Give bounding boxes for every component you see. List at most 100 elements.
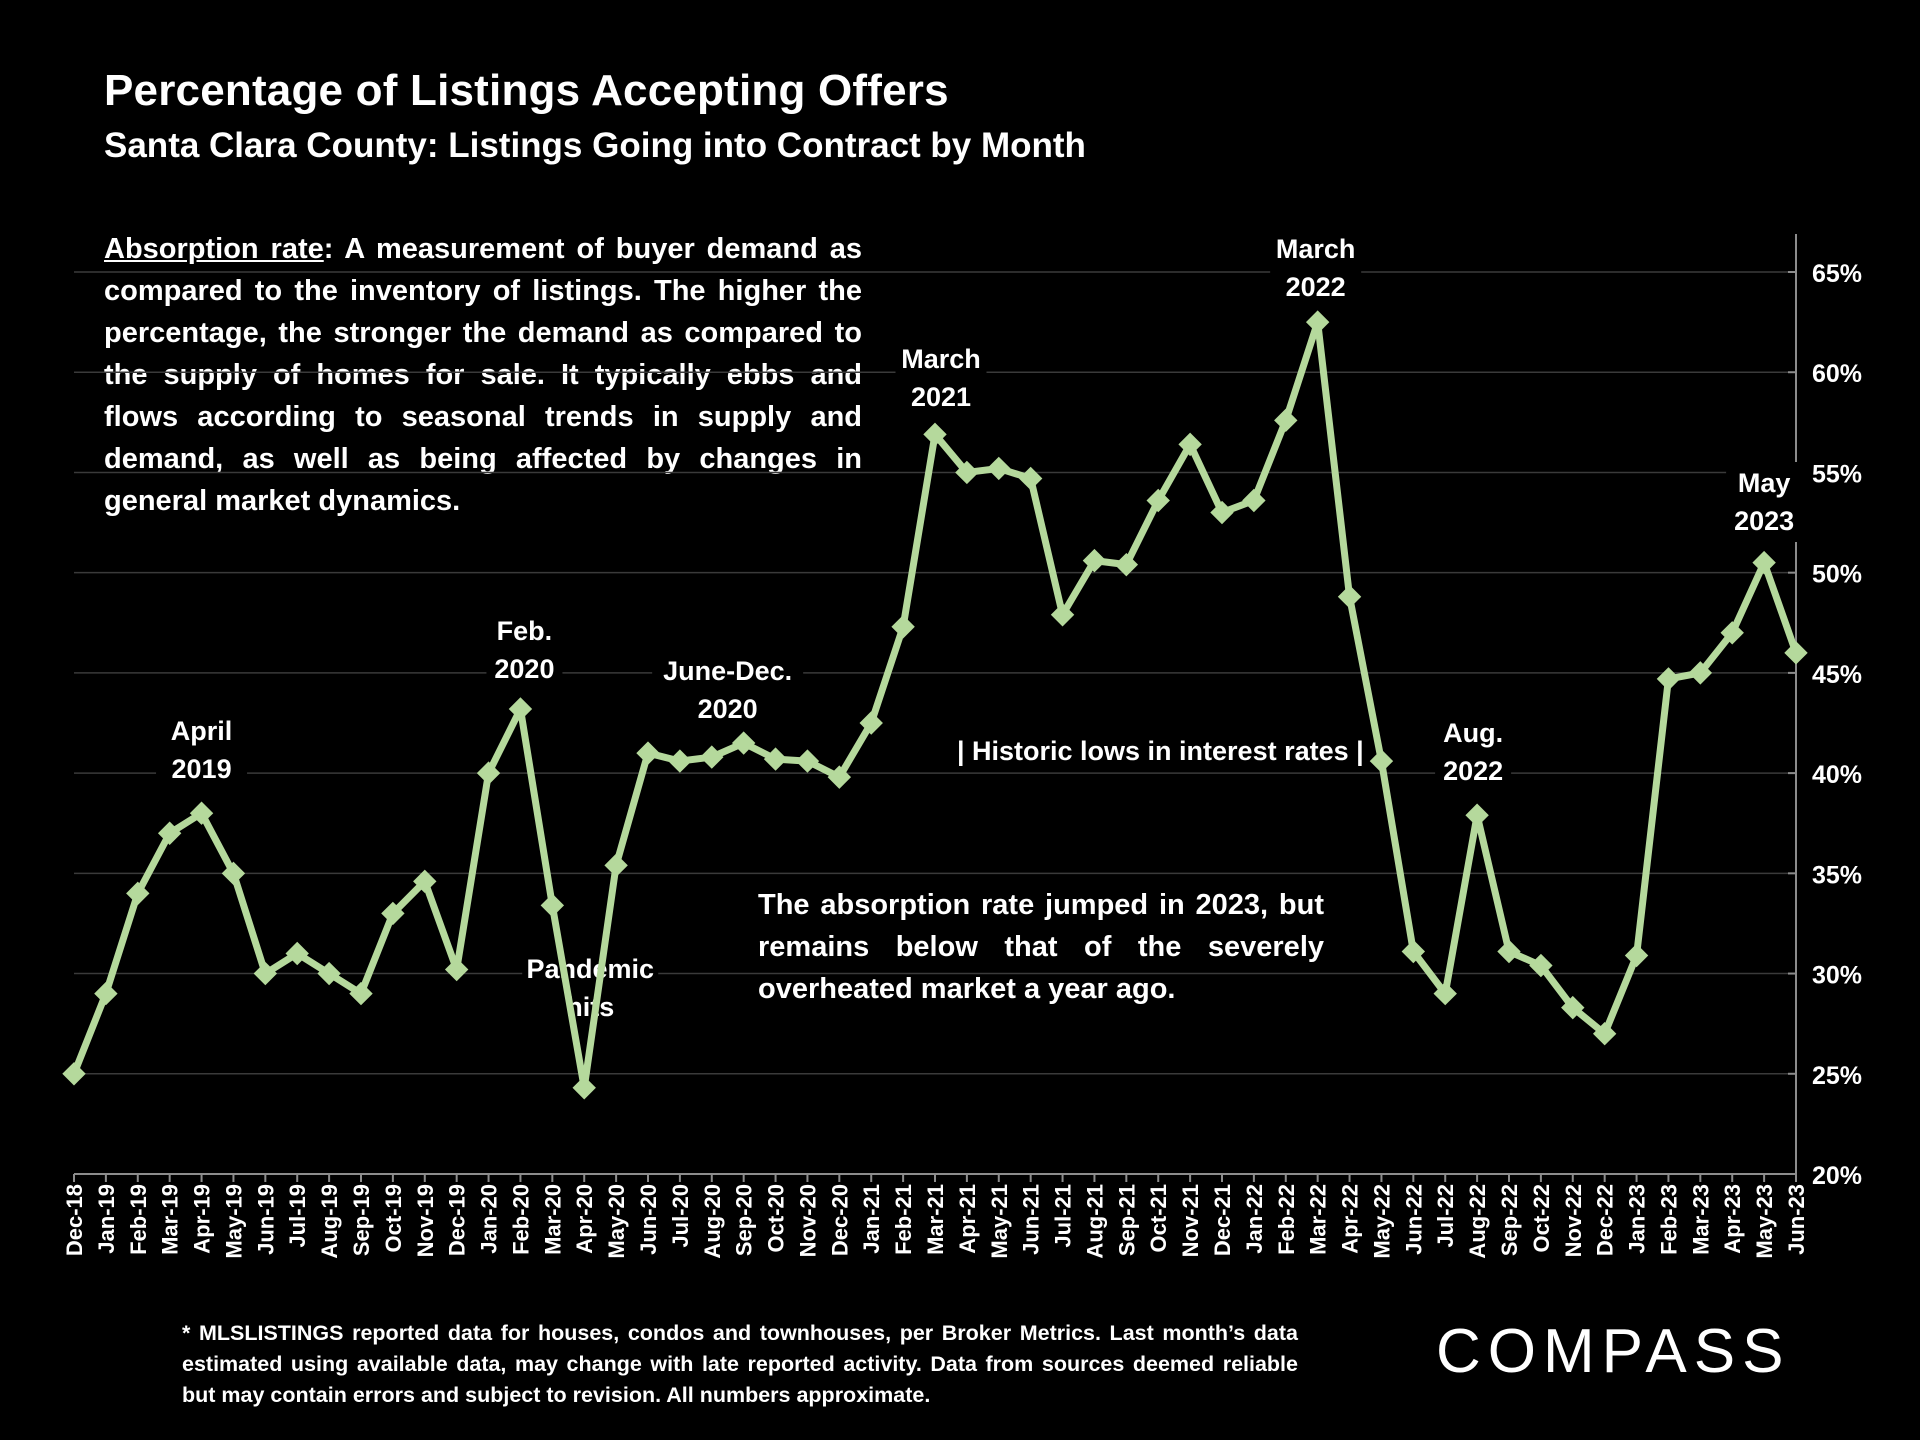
x-tick-label: Dec-20 bbox=[827, 1184, 852, 1256]
y-tick-label: 65% bbox=[1812, 260, 1862, 288]
y-tick-label: 30% bbox=[1812, 962, 1862, 990]
annotation-label: May bbox=[1738, 468, 1791, 498]
data-point bbox=[1210, 500, 1234, 525]
x-tick-label: Jun-22 bbox=[1401, 1184, 1426, 1255]
data-point bbox=[1592, 1021, 1617, 1046]
x-tick-label: Sep-22 bbox=[1497, 1184, 1522, 1256]
data-point bbox=[763, 747, 788, 771]
data-point bbox=[955, 460, 979, 485]
x-tick-label: Jan-21 bbox=[859, 1184, 884, 1254]
annotation-label: Aug. bbox=[1443, 718, 1503, 748]
y-tick-label: 60% bbox=[1812, 360, 1862, 388]
data-point bbox=[1401, 939, 1426, 964]
annotation-label: 2019 bbox=[172, 754, 232, 784]
data-point bbox=[700, 745, 724, 769]
annotation-bg bbox=[522, 948, 659, 1028]
y-tick-label: 20% bbox=[1812, 1162, 1862, 1190]
annotation-label: 2021 bbox=[911, 382, 971, 412]
x-tick-label: Jul-22 bbox=[1433, 1184, 1458, 1248]
data-point bbox=[1178, 432, 1202, 457]
x-tick-label: May-19 bbox=[221, 1184, 246, 1259]
x-tick-label: Sep-19 bbox=[349, 1184, 374, 1256]
data-point bbox=[1305, 310, 1330, 334]
x-tick-label: Oct-20 bbox=[764, 1184, 789, 1252]
x-tick-label: Mar-21 bbox=[923, 1184, 948, 1255]
data-point bbox=[221, 861, 246, 886]
x-tick-label: Oct-19 bbox=[381, 1184, 406, 1252]
data-point bbox=[859, 711, 883, 735]
annotation-bg bbox=[895, 338, 987, 418]
data-point bbox=[1465, 803, 1489, 827]
compass-logo: COMPASS bbox=[1436, 1317, 1791, 1386]
annotation-label: March bbox=[1276, 234, 1356, 264]
x-tick-label: Mar-22 bbox=[1306, 1184, 1331, 1255]
annotation-label: 2020 bbox=[698, 694, 758, 724]
x-tick-label: Mar-20 bbox=[540, 1184, 565, 1255]
x-tick-label: Dec-22 bbox=[1593, 1184, 1618, 1256]
y-tick-label: 40% bbox=[1812, 761, 1862, 789]
annotation-bg bbox=[889, 730, 1431, 772]
data-point bbox=[1752, 550, 1776, 575]
y-tick-label: 25% bbox=[1812, 1062, 1862, 1090]
data-point bbox=[923, 422, 947, 447]
data-point bbox=[508, 697, 533, 721]
x-tick-label: Aug-21 bbox=[1082, 1184, 1107, 1259]
annotation-label: June-Dec. bbox=[663, 656, 792, 686]
absorption-rate-explanation: Absorption rate: A measurement of buyer … bbox=[104, 228, 862, 522]
x-tick-label: Nov-20 bbox=[795, 1184, 820, 1257]
x-tick-label: Apr-20 bbox=[572, 1184, 597, 1254]
annotation-bg bbox=[1726, 462, 1803, 542]
x-tick-label: Nov-21 bbox=[1178, 1184, 1203, 1257]
data-point bbox=[731, 731, 756, 755]
data-point bbox=[285, 941, 309, 966]
x-tick-label: Aug-19 bbox=[317, 1184, 342, 1259]
x-tick-label: Jun-19 bbox=[253, 1184, 278, 1255]
x-tick-label: Jun-21 bbox=[1019, 1184, 1044, 1255]
data-point bbox=[157, 821, 182, 845]
x-tick-label: Jan-22 bbox=[1242, 1184, 1267, 1254]
x-tick-label: Sep-21 bbox=[1114, 1184, 1139, 1256]
data-point bbox=[1018, 466, 1043, 491]
data-point bbox=[987, 456, 1011, 481]
x-tick-label: Jul-19 bbox=[285, 1184, 310, 1248]
data-point bbox=[253, 961, 278, 986]
x-tick-label: Aug-20 bbox=[700, 1184, 725, 1259]
data-point bbox=[1369, 749, 1394, 773]
data-point bbox=[1497, 939, 1521, 964]
x-tick-label: Apr-21 bbox=[955, 1184, 980, 1254]
data-point bbox=[1337, 585, 1362, 609]
x-tick-label: Jun-20 bbox=[636, 1184, 661, 1255]
data-point bbox=[636, 741, 660, 765]
x-tick-label: May-20 bbox=[604, 1184, 629, 1259]
data-point bbox=[1050, 603, 1075, 627]
chart-subtitle: Santa Clara County: Listings Going into … bbox=[104, 126, 1086, 165]
data-point bbox=[444, 957, 469, 982]
data-point bbox=[540, 893, 565, 918]
annotation-label: 2020 bbox=[494, 654, 554, 684]
x-tick-label: Feb-20 bbox=[508, 1184, 533, 1255]
data-point bbox=[317, 961, 341, 986]
annotation-label: March bbox=[901, 344, 981, 374]
data-point bbox=[827, 765, 852, 789]
data-point bbox=[1720, 621, 1744, 645]
annotation-label: Feb. bbox=[497, 616, 553, 646]
data-point bbox=[1146, 488, 1170, 513]
data-point bbox=[1082, 548, 1107, 573]
annotation-bg bbox=[156, 710, 248, 790]
annotation-bg bbox=[652, 650, 804, 730]
annotation-label: 2022 bbox=[1443, 756, 1503, 786]
data-point bbox=[189, 801, 214, 825]
x-tick-label: Jun-23 bbox=[1784, 1184, 1809, 1255]
data-point bbox=[1784, 641, 1808, 665]
annotation-label: Pandemic bbox=[526, 954, 654, 984]
chart-note: The absorption rate jumped in 2023, but … bbox=[758, 889, 1324, 1005]
data-point bbox=[1688, 661, 1713, 685]
annotation-bg bbox=[486, 610, 563, 690]
data-point bbox=[1114, 552, 1139, 577]
x-tick-label: Oct-22 bbox=[1529, 1184, 1554, 1252]
annotation-label: 2022 bbox=[1286, 272, 1346, 302]
data-point bbox=[126, 881, 150, 906]
annotation-bg bbox=[1435, 712, 1512, 792]
data-point bbox=[381, 901, 405, 926]
